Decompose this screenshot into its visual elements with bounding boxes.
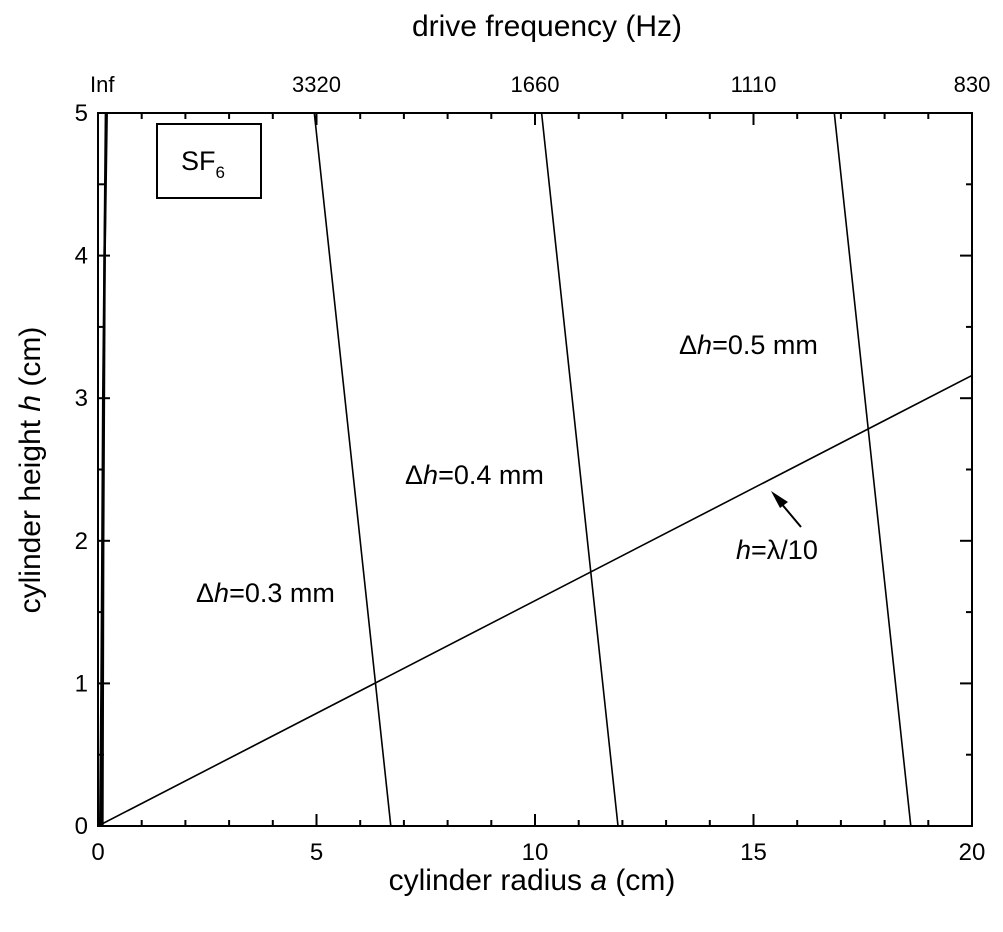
x-tick-label: 20 (959, 839, 986, 866)
top-tick-label: 830 (954, 72, 991, 97)
x-axis-title: cylinder radius a (cm) (389, 864, 676, 897)
x-tick-label: 15 (740, 839, 767, 866)
series-line-2 (313, 112, 392, 827)
gas-label: SF6 (181, 146, 225, 182)
annotation-dh-0-5: Δh=0.5 mm (679, 330, 818, 360)
x-tick-label: 5 (310, 839, 323, 866)
y-tick-label: 3 (75, 385, 88, 412)
top-tick-label: 3320 (292, 72, 341, 97)
top-tick-label: 1660 (511, 72, 560, 97)
series-line-5 (97, 374, 973, 827)
annotation-arrow (771, 491, 802, 528)
series-line-4 (833, 112, 912, 827)
annotation-h-lambda: h=λ/10 (736, 535, 818, 565)
gas-label-box: SF6 (156, 123, 262, 199)
y-tick-label: 2 (75, 528, 88, 555)
series-line-3 (540, 112, 619, 827)
top-axis-title: drive frequency (Hz) (412, 10, 682, 43)
top-tick-label: Inf (90, 72, 115, 97)
annotation-dh-0-3: Δh=0.3 mm (196, 578, 335, 608)
y-tick-label: 0 (75, 813, 88, 840)
y-tick-label: 4 (75, 243, 88, 270)
x-tick-label: 0 (91, 839, 104, 866)
annotation-dh-0-4: Δh=0.4 mm (405, 460, 544, 490)
y-axis-title: cylinder height h (cm) (14, 327, 47, 614)
top-tick-label: 1110 (731, 72, 777, 97)
x-tick-label: 10 (522, 839, 549, 866)
y-tick-label: 1 (75, 670, 88, 697)
y-tick-label: 5 (75, 100, 88, 127)
